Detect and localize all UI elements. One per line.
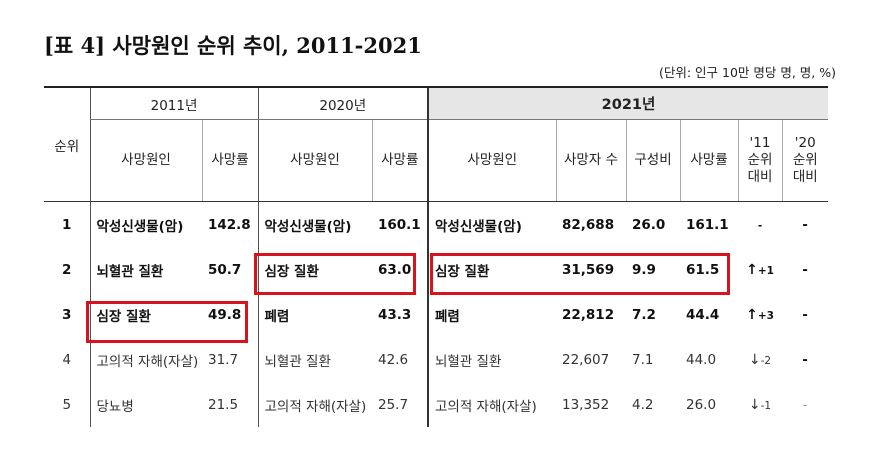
rate-2021-cell: 161.1 — [686, 216, 729, 233]
deaths-cell: 31,569 — [562, 261, 615, 278]
cause-2020-cell: 악성신생물(암) — [257, 201, 372, 247]
header-year-row: 순위 2011년 2020년 2021년 — [44, 86, 828, 202]
table-row: 1 악성신생물(암) 142.8 악성신생물(암) 160.1 악성신생물(암)… — [44, 201, 828, 248]
share-cell: 7.2 — [632, 306, 656, 323]
rate-2011-cell: 31.7 — [208, 351, 239, 368]
rank-cell: 2 — [62, 261, 72, 278]
table-row: 3 심장 질환 49.8 폐렴 43.3 폐렴 22,812 7.2 44.4 … — [44, 292, 828, 337]
vs-2020-line3: 대비 — [792, 169, 818, 185]
cause-2021-header: 사망원인 — [427, 119, 556, 202]
year-2021-header: 2021년 — [427, 86, 828, 120]
rate-2020-cell: 160.1 — [378, 216, 421, 233]
rank-cell: 1 — [62, 216, 72, 233]
highlight-box-2021-heart — [430, 253, 730, 295]
cause-2021-cell: 폐렴 — [427, 292, 556, 337]
cause-2020-header: 사망원인 — [257, 119, 372, 202]
vs-2011-line3: 대비 — [747, 169, 773, 185]
highlight-box-2011-heart — [86, 301, 248, 343]
vs-2020-line2: 순위 — [792, 152, 818, 168]
change-2020-cell: - — [802, 351, 808, 368]
header-sub-row: 사망원인 사망률 사망원인 사망률 사망원인 사망자 수 구성비 사망률 '11… — [44, 119, 828, 202]
cause-2020-cell: 뇌혈관 질환 — [257, 337, 372, 382]
cause-2011-cell: 심장 질환 — [89, 292, 202, 337]
share-header: 구성비 — [625, 119, 680, 202]
change-2020-cell: - — [802, 396, 808, 413]
down-arrow-icon: ↓ — [748, 351, 761, 368]
cause-2021-cell: 악성신생물(암) — [427, 201, 556, 247]
unit-note: (단위: 인구 10만 명당 명, 명, %) — [658, 65, 836, 80]
rate-2021-header: 사망률 — [679, 119, 738, 202]
rank-change-value: - — [757, 219, 763, 232]
rate-2011-header: 사망률 — [201, 119, 258, 202]
rank-change-value: +3 — [757, 309, 774, 322]
cause-2011-cell: 뇌혈관 질환 — [89, 247, 202, 292]
rank-header: 순위 — [44, 86, 90, 202]
vs-2011-line1: '11 — [749, 135, 771, 151]
change-2011-cell: - — [738, 202, 782, 248]
cause-2021-cell: 고의적 자해(자살) — [427, 382, 556, 427]
rate-2021-cell: 61.5 — [686, 261, 720, 278]
cause-2011-cell: 당뇨병 — [89, 382, 202, 427]
change-2011-cell: ↓-2 — [738, 337, 782, 382]
change-2011-cell: ↑+1 — [738, 247, 782, 292]
rank-cell: 4 — [62, 351, 72, 368]
year-2011-header: 2011년 — [89, 86, 258, 120]
rate-2011-cell: 21.5 — [208, 396, 239, 413]
rank-change-value: -2 — [760, 354, 772, 367]
rate-2021-cell: 26.0 — [686, 396, 717, 413]
cause-2011-header: 사망원인 — [89, 119, 202, 202]
cause-2011-cell: 고의적 자해(자살) — [89, 337, 202, 382]
down-arrow-icon: ↓ — [748, 396, 761, 413]
cause-2020-cell: 폐렴 — [257, 292, 372, 337]
cause-2020-cell: 고의적 자해(자살) — [257, 382, 372, 427]
vs-2020-line1: '20 — [794, 135, 816, 151]
share-cell: 4.2 — [632, 396, 654, 413]
up-arrow-icon: ↑ — [746, 306, 758, 323]
table-row: 4 고의적 자해(자살) 31.7 뇌혈관 질환 42.6 뇌혈관 질환 22,… — [44, 337, 828, 382]
share-cell: 7.1 — [632, 351, 654, 368]
deaths-cell: 13,352 — [562, 396, 610, 413]
deaths-cell: 22,812 — [562, 306, 615, 323]
rank-change-value: -1 — [760, 399, 772, 412]
cause-2011-cell: 악성신생물(암) — [89, 201, 202, 247]
rate-2020-header: 사망률 — [371, 119, 428, 202]
vs-2011-header: '11 순위 대비 — [737, 119, 782, 202]
highlight-box-2020-heart — [254, 253, 416, 295]
cause-2021-cell: 뇌혈관 질환 — [427, 337, 556, 382]
deaths-header: 사망자 수 — [555, 119, 626, 202]
rate-2021-cell: 44.0 — [686, 351, 717, 368]
share-cell: 26.0 — [632, 216, 666, 233]
vs-2020-header: '20 순위 대비 — [781, 119, 828, 202]
deaths-cell: 22,607 — [562, 351, 610, 368]
change-2020-cell: - — [802, 261, 808, 278]
change-2011-cell: ↑+3 — [738, 292, 782, 337]
rank-cell: 3 — [62, 306, 72, 323]
year-2020-header: 2020년 — [257, 86, 428, 120]
rate-2020-cell: 63.0 — [378, 261, 412, 278]
change-2011-cell: ↓-1 — [738, 382, 782, 427]
rate-2021-cell: 44.4 — [686, 306, 720, 323]
change-2020-cell: - — [802, 216, 808, 233]
table-row: 5 당뇨병 21.5 고의적 자해(자살) 25.7 고의적 자해(자살) 13… — [44, 382, 828, 427]
table-title: [표 4] 사망원인 순위 추이, 2011-2021 — [44, 33, 422, 58]
share-cell: 9.9 — [632, 261, 656, 278]
deaths-cell: 82,688 — [562, 216, 615, 233]
change-2020-cell: - — [802, 306, 808, 323]
rate-2011-cell: 50.7 — [208, 261, 242, 278]
rate-2011-cell: 142.8 — [208, 216, 251, 233]
rate-2011-cell: 49.8 — [208, 306, 242, 323]
rank-change-value: +1 — [757, 264, 774, 277]
rate-2020-cell: 25.7 — [378, 396, 409, 413]
rate-2020-cell: 43.3 — [378, 306, 412, 323]
up-arrow-icon: ↑ — [746, 261, 758, 278]
vs-2011-line2: 순위 — [747, 152, 773, 168]
rate-2020-cell: 42.6 — [378, 351, 409, 368]
rank-cell: 5 — [62, 396, 72, 413]
